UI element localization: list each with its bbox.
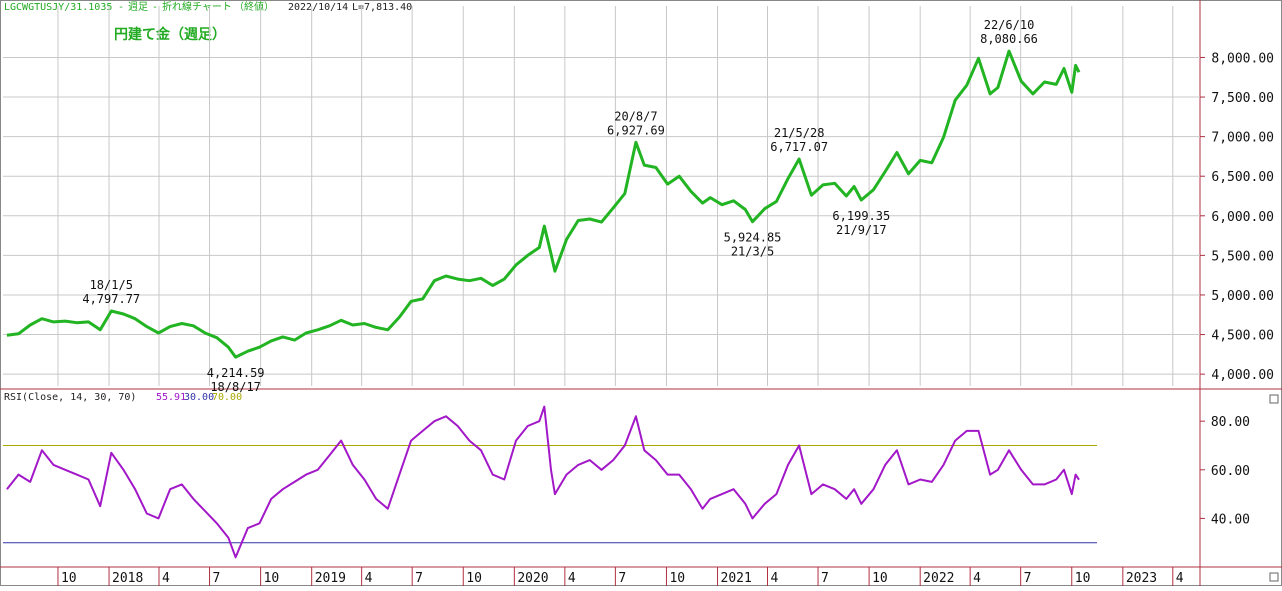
price-tick-label: 5,000.00 bbox=[1211, 289, 1274, 304]
header-sep-2: - bbox=[152, 2, 158, 13]
time-tick-label: 4 bbox=[162, 571, 170, 586]
time-tick-label: 7 bbox=[618, 571, 626, 586]
time-tick-label: 10 bbox=[61, 571, 77, 586]
time-tick-label: 2021 bbox=[721, 571, 752, 586]
time-tick-label: 10 bbox=[1075, 571, 1091, 586]
time-tick-label: 4 bbox=[365, 571, 373, 586]
price-series-line bbox=[6, 49, 1081, 359]
time-tick-label: 10 bbox=[669, 571, 685, 586]
time-tick-label: 10 bbox=[264, 571, 280, 586]
annotation-label: 5,924.85 bbox=[724, 231, 782, 245]
time-tick-label: 2020 bbox=[517, 571, 548, 586]
time-tick-label: 4 bbox=[973, 571, 981, 586]
header-period: 週足 bbox=[128, 1, 148, 13]
time-tick-label: 10 bbox=[872, 571, 888, 586]
header-mode: （終値） bbox=[234, 0, 274, 13]
chart-title: 円建て金（週足） bbox=[114, 26, 226, 43]
price-tick-label: 6,500.00 bbox=[1211, 170, 1274, 185]
header-date: 2022/10/14 bbox=[288, 2, 348, 13]
time-tick-label: 4 bbox=[568, 571, 576, 586]
annotation-label: 20/8/7 bbox=[614, 109, 657, 123]
annotation-label: 4,214.59 bbox=[207, 366, 265, 380]
annotation-label: 21/9/17 bbox=[836, 223, 887, 237]
price-tick-label: 6,000.00 bbox=[1211, 210, 1274, 225]
annotation-label: 21/3/5 bbox=[731, 245, 774, 259]
rsi-tick-label: 80.00 bbox=[1211, 415, 1250, 430]
rsi-header-label: RSI(Close, 14, 30, 70) bbox=[4, 392, 136, 403]
annotation-label: 21/5/28 bbox=[774, 126, 825, 140]
header-sep-1: - bbox=[118, 2, 124, 13]
time-tick-label: 2019 bbox=[315, 571, 346, 586]
time-tick-label: 2018 bbox=[112, 571, 143, 586]
rsi-header-lower: 30.00 bbox=[184, 392, 214, 403]
panel-resize-icon[interactable] bbox=[1269, 572, 1279, 582]
time-tick-label: 7 bbox=[821, 571, 829, 586]
header-chart-kind: 折れ線チャート bbox=[162, 0, 232, 13]
time-tick-label: 7 bbox=[1024, 571, 1032, 586]
time-tick-label: 4 bbox=[771, 571, 779, 586]
rsi-header-value: 55.91 bbox=[156, 392, 186, 403]
price-tick-label: 7,500.00 bbox=[1211, 91, 1274, 106]
annotation-label: 6,199.35 bbox=[832, 209, 890, 223]
annotation-label: 22/6/10 bbox=[984, 18, 1035, 32]
panel-maximize-icon[interactable] bbox=[1269, 394, 1279, 404]
annotation-label: 18/8/17 bbox=[210, 380, 261, 394]
price-tick-label: 5,500.00 bbox=[1211, 249, 1274, 264]
rsi-tick-label: 60.00 bbox=[1211, 464, 1250, 479]
time-tick-label: 2022 bbox=[923, 571, 954, 586]
annotation-label: 8,080.66 bbox=[980, 32, 1038, 46]
price-tick-label: 4,500.00 bbox=[1211, 329, 1274, 344]
annotation-label: 18/1/5 bbox=[90, 278, 133, 292]
rsi-header-upper: 70.00 bbox=[212, 392, 242, 403]
time-tick-label: 7 bbox=[213, 571, 221, 586]
annotation-label: 6,717.07 bbox=[770, 140, 828, 154]
time-tick-label: 4 bbox=[1176, 571, 1184, 586]
price-tick-label: 7,000.00 bbox=[1211, 131, 1274, 146]
time-tick-label: 2023 bbox=[1126, 571, 1157, 586]
price-tick-label: 4,000.00 bbox=[1211, 368, 1274, 383]
annotation-label: 6,927.69 bbox=[607, 123, 665, 137]
header-last-price: L=7,813.40 bbox=[352, 2, 412, 13]
time-tick-label: 10 bbox=[466, 571, 482, 586]
rsi-tick-label: 40.00 bbox=[1211, 512, 1250, 527]
annotation-label: 4,797.77 bbox=[82, 292, 140, 306]
price-tick-label: 8,000.00 bbox=[1211, 51, 1274, 66]
time-tick-label: 7 bbox=[415, 571, 423, 586]
rsi-series-line bbox=[6, 405, 1080, 559]
